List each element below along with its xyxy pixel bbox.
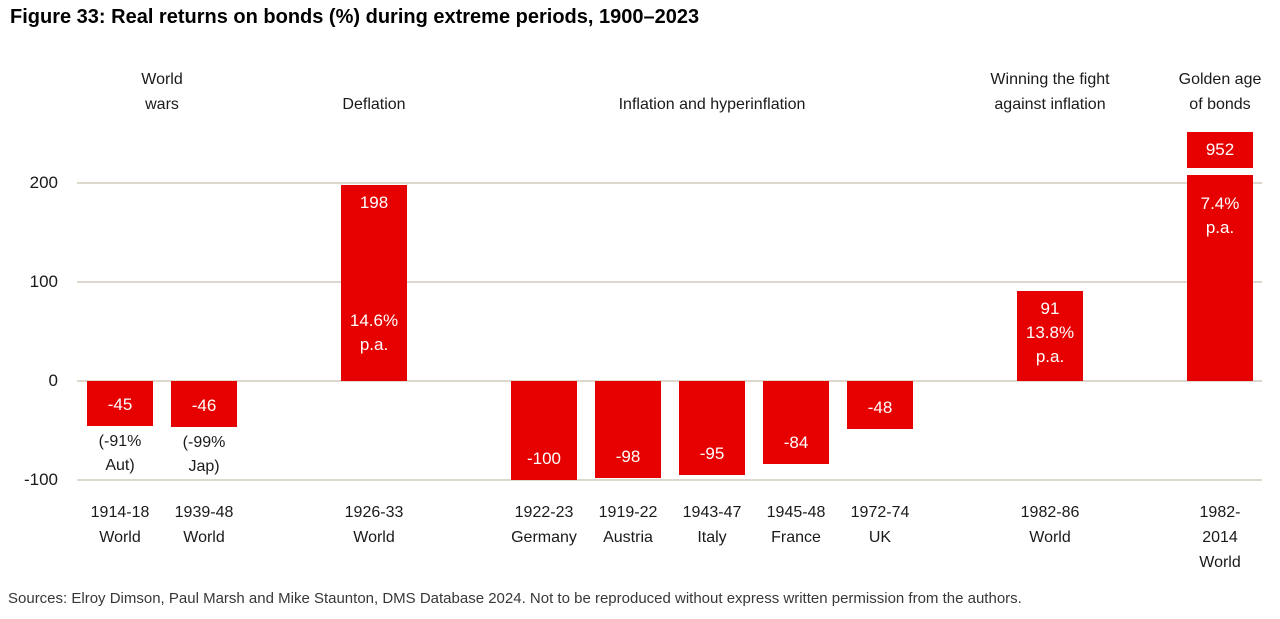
group-label-winning-the-fight-against-inflation: Winning the fight against inflation [990, 71, 1110, 113]
bar-value-label: -84 [783, 433, 809, 452]
bar-1972-74-uk: -48 [847, 381, 913, 429]
x-axis-label-1982-2014-world: 1982- 2014 World [1199, 504, 1241, 571]
gridline-100 [77, 281, 1262, 283]
group-label-golden-age-of-bonds: Golden age of bonds [1178, 71, 1262, 113]
x-axis-label-1945-48-france: 1945-48 France [766, 504, 826, 546]
group-label-deflation: Deflation [342, 96, 406, 113]
y-axis-tick-0: 0 [48, 371, 58, 390]
gridline-0 [77, 380, 1262, 382]
bar-1926-33-world: 198 14.6% p.a. [341, 185, 407, 381]
x-axis-label-1982-86-world: 1982-86 World [1020, 504, 1080, 546]
bar-value-label: -46 [191, 396, 217, 415]
x-axis-label-1972-74-uk: 1972-74 UK [850, 504, 910, 546]
y-axis-tick-100: 100 [29, 272, 58, 291]
x-axis-label-1914-18-world: 1914-18 World [90, 504, 150, 546]
x-axis-label-1943-47-italy: 1943-47 Italy [682, 504, 742, 546]
bar-1982-86-world: 91 13.8% p.a. [1017, 291, 1083, 381]
bar-note: (-91% Aut) [98, 433, 142, 474]
bar-value-label: 91 13.8% p.a. [1025, 299, 1075, 366]
x-axis-label-1939-48-world: 1939-48 World [174, 504, 234, 546]
bar-1939-48-world: -46 [171, 381, 237, 427]
bar-1945-48-france: -84 [763, 381, 829, 464]
group-label-inflation-and-hyperinflation: Inflation and hyperinflation [618, 96, 806, 113]
y-axis-tick--100: -100 [23, 470, 58, 489]
bar-value-label: -95 [699, 444, 725, 463]
bar-1943-47-italy: -95 [679, 381, 745, 475]
bar-value-label: -45 [107, 395, 133, 414]
bar-1982-2014-world: 7.4% p.a. [1187, 175, 1253, 381]
bar-note: (-99% Jap) [182, 434, 226, 475]
bar-1919-22-austria: -98 [595, 381, 661, 478]
group-label-world-wars: World wars [141, 71, 183, 113]
bar-value-label: 198 [359, 193, 389, 212]
x-axis-label-1919-22-austria: 1919-22 Austria [598, 504, 658, 546]
x-axis-label-1926-33-world: 1926-33 World [344, 504, 404, 546]
bar-value-label: -98 [615, 447, 641, 466]
bar-1914-18-world: -45 [87, 381, 153, 426]
gridline--100 [77, 479, 1262, 481]
x-axis-label-1922-23-germany: 1922-23 Germany [511, 504, 577, 546]
figure-title: Figure 33: Real returns on bonds (%) dur… [10, 6, 700, 28]
bar-annual-return-label: 14.6% p.a. [349, 311, 399, 354]
source-note: Sources: Elroy Dimson, Paul Marsh and Mi… [8, 590, 1022, 607]
gridline-200 [77, 182, 1262, 184]
bar-value-label: -48 [867, 398, 893, 417]
bar-value-label: -100 [526, 449, 562, 468]
bar-1922-23-germany: -100 [511, 381, 577, 480]
y-axis-tick-200: 200 [29, 173, 58, 192]
bar-capped-value-box: 952 [1187, 132, 1253, 168]
bar-value-label: 7.4% p.a. [1200, 194, 1240, 237]
